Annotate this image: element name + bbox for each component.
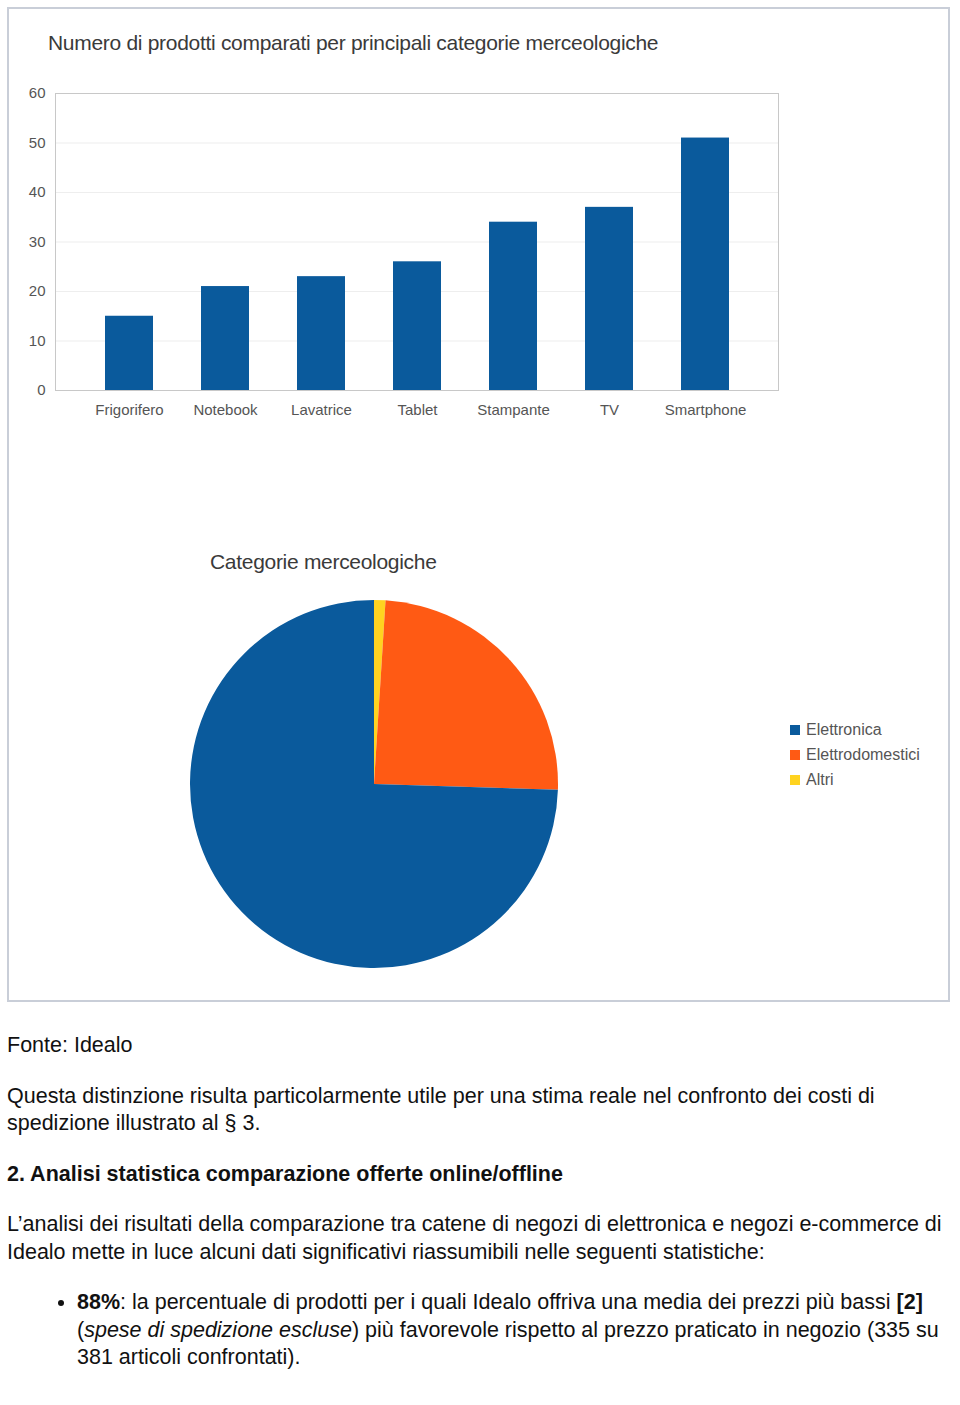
html-text:(spese di spedizione escluse): (spese di spedizione escluse) più favore…: [77, 1317, 939, 1369]
html-text:Numero di prodotti comparati p: Numero di prodotti comparati per princip…: [48, 31, 659, 54]
svg-text:Smartphone: Smartphone: [665, 401, 747, 418]
svg-text:40: 40: [29, 183, 46, 200]
svg-text:TV: TV: [600, 401, 619, 418]
html-text:L’analisi dei risultati della: L’analisi dei risultati della comparazio…: [7, 1212, 942, 1264]
html-text:Elettrodomestici: Elettrodomestici: [806, 745, 920, 763]
html-text:Questa distinzione risulta par: Questa distinzione risulta particolarmen…: [7, 1083, 875, 1135]
svg-text:20: 20: [29, 282, 46, 299]
html-text:Altri: Altri: [806, 770, 834, 788]
html-text:Elettronica: Elettronica: [806, 720, 882, 738]
svg-text:Notebook: Notebook: [193, 401, 258, 418]
svg-text:60: 60: [29, 84, 46, 101]
svg-text:30: 30: [29, 233, 46, 250]
svg-text:Stampante: Stampante: [477, 401, 550, 418]
svg-text:10: 10: [29, 332, 46, 349]
html-text:Fonte: Idealo: Fonte: Idealo: [7, 1033, 133, 1057]
html-text:Categorie merceologiche: Categorie merceologiche: [210, 550, 437, 573]
svg-text:50: 50: [29, 134, 46, 151]
html-text:88%: la percentuale di prodott: 88%: la percentuale di prodotti per i qu…: [77, 1290, 923, 1314]
svg-text:Frigorifero: Frigorifero: [95, 401, 163, 418]
svg-text:0: 0: [37, 381, 45, 398]
svg-text:Tablet: Tablet: [397, 401, 438, 418]
svg-text:Lavatrice: Lavatrice: [291, 401, 352, 418]
html-text:2. Analisi statistica comparaz: 2. Analisi statistica comparazione offer…: [7, 1161, 563, 1186]
